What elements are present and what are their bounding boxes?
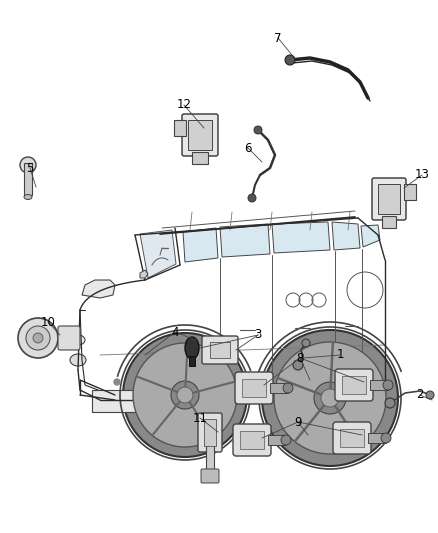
Bar <box>242 379 266 397</box>
Text: 1: 1 <box>336 349 344 361</box>
Bar <box>382 216 396 228</box>
Bar <box>342 376 366 394</box>
Text: 10: 10 <box>41 316 56 328</box>
Circle shape <box>285 55 295 65</box>
Text: 7: 7 <box>274 31 282 44</box>
FancyBboxPatch shape <box>335 369 373 401</box>
Polygon shape <box>272 222 330 253</box>
Text: 9: 9 <box>294 416 302 429</box>
Ellipse shape <box>71 335 85 345</box>
Bar <box>174 120 186 136</box>
Polygon shape <box>361 225 380 247</box>
FancyBboxPatch shape <box>235 372 273 404</box>
Text: 12: 12 <box>177 99 191 111</box>
Bar <box>204 419 216 446</box>
Bar <box>189 356 195 366</box>
Circle shape <box>171 381 199 409</box>
Bar <box>340 429 364 447</box>
Circle shape <box>383 380 393 390</box>
Circle shape <box>293 360 303 370</box>
Circle shape <box>283 383 293 393</box>
Bar <box>24 163 32 195</box>
Polygon shape <box>183 228 218 262</box>
Circle shape <box>302 339 310 347</box>
Bar <box>404 184 416 200</box>
Circle shape <box>262 330 398 466</box>
FancyBboxPatch shape <box>58 326 80 350</box>
Circle shape <box>123 333 247 457</box>
Circle shape <box>33 333 43 343</box>
Bar <box>188 120 212 150</box>
Text: 5: 5 <box>26 161 34 174</box>
Text: 6: 6 <box>244 141 252 155</box>
Circle shape <box>20 157 36 173</box>
Bar <box>378 184 400 214</box>
FancyBboxPatch shape <box>202 336 238 364</box>
Circle shape <box>133 343 237 447</box>
Text: 2: 2 <box>416 389 424 401</box>
Text: 3: 3 <box>254 328 261 342</box>
Bar <box>270 383 288 393</box>
FancyBboxPatch shape <box>333 422 371 454</box>
Text: 11: 11 <box>192 411 208 424</box>
Circle shape <box>177 387 193 403</box>
Circle shape <box>385 398 395 408</box>
FancyBboxPatch shape <box>182 114 218 156</box>
Polygon shape <box>220 224 270 257</box>
Text: 8: 8 <box>297 351 304 365</box>
Bar <box>368 433 386 443</box>
Polygon shape <box>140 270 148 278</box>
FancyBboxPatch shape <box>198 413 222 452</box>
Ellipse shape <box>185 337 199 359</box>
Bar <box>370 380 388 390</box>
Ellipse shape <box>24 195 32 199</box>
Circle shape <box>254 126 262 134</box>
Text: 13: 13 <box>414 168 429 182</box>
Circle shape <box>26 326 50 350</box>
FancyBboxPatch shape <box>372 178 406 220</box>
Polygon shape <box>140 230 176 278</box>
Circle shape <box>426 391 434 399</box>
Circle shape <box>274 342 386 454</box>
Circle shape <box>314 382 346 414</box>
Bar <box>210 342 230 358</box>
Bar <box>192 152 208 164</box>
Text: 4: 4 <box>171 326 179 338</box>
Circle shape <box>381 433 391 443</box>
Circle shape <box>321 389 339 407</box>
FancyBboxPatch shape <box>233 424 271 456</box>
Circle shape <box>114 379 120 385</box>
Polygon shape <box>82 280 115 298</box>
Circle shape <box>248 194 256 202</box>
Bar <box>206 444 214 470</box>
Circle shape <box>18 318 58 358</box>
Bar <box>268 435 286 445</box>
Circle shape <box>281 435 291 445</box>
Ellipse shape <box>70 354 86 366</box>
FancyBboxPatch shape <box>201 469 219 483</box>
Bar <box>240 431 264 449</box>
Bar <box>92 390 142 412</box>
Polygon shape <box>332 222 360 250</box>
